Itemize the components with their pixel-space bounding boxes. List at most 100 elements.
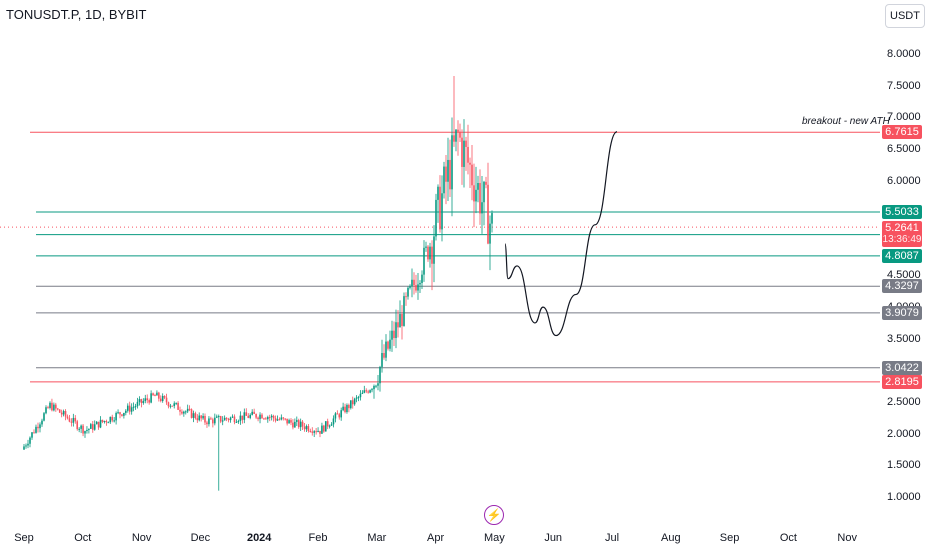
- candle: [128, 401, 131, 415]
- candle: [175, 402, 177, 406]
- candle: [206, 420, 208, 428]
- candle: [169, 403, 172, 409]
- candle: [212, 417, 214, 428]
- candle: [338, 412, 341, 420]
- candle: [334, 412, 337, 423]
- candle: [455, 129, 457, 152]
- candle: [23, 443, 25, 451]
- candle: [276, 415, 279, 422]
- candle: [483, 180, 485, 226]
- candle: [471, 145, 473, 201]
- candle: [437, 184, 439, 223]
- candle: [397, 310, 399, 338]
- candle: [70, 418, 73, 427]
- candle: [305, 424, 308, 433]
- candle: [101, 419, 104, 424]
- candle: [489, 215, 491, 271]
- candle: [433, 225, 435, 283]
- candle: [173, 401, 176, 409]
- candle: [415, 274, 417, 293]
- candle: [217, 414, 220, 491]
- level-price-label: 6.7615: [882, 125, 922, 140]
- candle: [389, 330, 391, 352]
- x-tick-label: Dec: [190, 532, 211, 544]
- candle: [74, 415, 77, 424]
- projection-path[interactable]: [504, 131, 618, 337]
- candle: [76, 419, 79, 431]
- candle: [288, 418, 290, 424]
- candle: [221, 416, 224, 426]
- candle: [473, 163, 475, 228]
- candle: [134, 403, 137, 410]
- candle: [113, 417, 115, 423]
- candle: [373, 384, 375, 399]
- candle: [342, 402, 344, 412]
- candle: [159, 395, 162, 403]
- candle: [239, 411, 242, 425]
- candle: [84, 430, 86, 438]
- candle: [111, 414, 114, 423]
- candle: [369, 389, 371, 394]
- candle: [58, 409, 61, 413]
- candle: [280, 414, 283, 421]
- candle: [241, 415, 244, 424]
- lightning-icon[interactable]: ⚡: [484, 505, 504, 525]
- candle: [25, 443, 27, 449]
- candle: [461, 129, 463, 185]
- candle: [393, 321, 395, 347]
- candle: [88, 428, 90, 434]
- candle: [323, 424, 325, 433]
- level-price-label: 4.3297: [882, 279, 922, 294]
- candle: [202, 413, 204, 420]
- candle: [82, 424, 84, 437]
- candle: [125, 409, 127, 416]
- candle: [219, 415, 222, 424]
- candle: [270, 414, 273, 421]
- candle: [140, 398, 143, 408]
- candle: [177, 401, 179, 411]
- candle: [80, 424, 82, 434]
- candle: [37, 422, 39, 433]
- candle: [274, 415, 277, 423]
- candle: [255, 413, 257, 420]
- candle: [29, 436, 31, 448]
- candle: [449, 139, 451, 198]
- candle: [459, 123, 461, 143]
- candle: [35, 424, 37, 434]
- candle: [233, 414, 236, 425]
- candle: [330, 422, 333, 426]
- candle-countdown: 13:36:49: [882, 234, 922, 246]
- candle: [286, 418, 288, 426]
- candle: [417, 273, 419, 300]
- currency-button[interactable]: USDT: [885, 4, 925, 28]
- level-price-label: 2.8195: [882, 374, 922, 389]
- candle: [391, 320, 393, 352]
- candle: [165, 393, 168, 405]
- candle: [315, 427, 317, 435]
- candle: [435, 193, 437, 241]
- candle: [200, 414, 202, 422]
- candle: [365, 388, 368, 394]
- x-tick-label: Oct: [779, 532, 797, 544]
- x-tick-label: 2024: [246, 532, 272, 544]
- candle: [183, 410, 185, 417]
- candle: [321, 422, 323, 434]
- y-tick-label: 7.0000: [887, 111, 921, 124]
- candle: [371, 387, 373, 393]
- candle: [367, 389, 369, 394]
- candle: [109, 416, 112, 424]
- candle: [282, 417, 285, 421]
- candle: [150, 390, 152, 404]
- candle: [355, 395, 358, 403]
- level-price-label: 4.8087: [882, 248, 922, 263]
- candle: [303, 423, 306, 432]
- candle: [103, 420, 106, 424]
- candle: [229, 416, 232, 423]
- y-tick-label: 6.0000: [887, 174, 921, 187]
- candle: [156, 390, 158, 396]
- symbol-title[interactable]: TONUSDT.P, 1D, BYBIT: [6, 7, 147, 22]
- candle: [309, 428, 312, 433]
- candle: [53, 402, 55, 412]
- candle: [144, 394, 147, 404]
